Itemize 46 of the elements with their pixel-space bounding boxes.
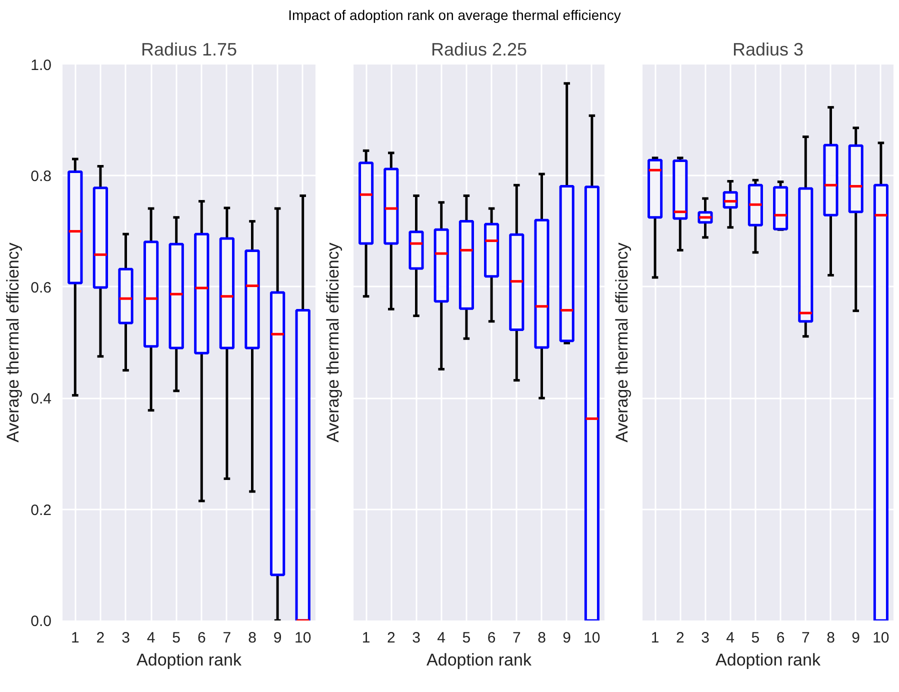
x-tick-label: 6 [776,630,785,646]
x-tick-label: 8 [826,630,835,646]
x-tick-label: 2 [386,630,396,646]
x-tick-label: 5 [751,630,760,646]
y-axis-title: Average thermal efficiency [612,242,632,442]
x-tick-label: 1 [650,630,660,646]
x-tick-label: 2 [676,630,684,646]
y-axis-title: Average thermal efficiency [4,242,23,442]
x-tick-label: 10 [584,630,600,646]
y-tick-label: 0.4 [30,390,52,408]
x-tick-label: 8 [538,630,546,646]
x-tick-label: 4 [146,630,156,646]
y-tick-label: 0.0 [30,613,52,630]
y-axis-title: Average thermal efficiency [324,242,342,442]
x-axis-title: Adoption rank [136,650,242,670]
x-tick-label: 3 [412,630,420,646]
y-tick-label: 1.0 [30,57,52,74]
y-tick-label: 0.6 [30,279,52,296]
x-tick-label: 2 [96,630,105,646]
x-axis-title: Adoption rank [716,650,821,670]
x-tick-label: 6 [487,630,496,646]
text: Impact of adoption rank on average thermal efficiency [288,6,621,25]
x-tick-label: 5 [462,630,471,646]
x-tick-label: 9 [273,630,282,646]
x-tick-label: 4 [726,630,735,646]
x-tick-label: 1 [362,630,370,646]
y-tick-label: 0.2 [30,502,52,519]
x-tick-label: 9 [562,630,572,646]
x-tick-label: 8 [248,630,256,646]
x-tick-label: 7 [512,630,521,646]
x-axis-title: Adoption rank [426,650,532,670]
x-tick-label: 4 [437,630,446,646]
x-tick-label: 10 [294,630,312,646]
y-tick-label: 0.8 [30,168,52,186]
x-tick-label: 10 [872,630,890,646]
chart-title: Radius 1.75 [140,40,238,60]
x-tick-label: 5 [172,630,181,646]
x-tick-label: 7 [801,630,810,646]
chart-title: Radius 2.25 [430,40,528,60]
x-tick-label: 3 [701,630,710,646]
chart-title: Radius 3 [732,40,804,60]
x-tick-label: 7 [222,630,232,646]
x-tick-label: 6 [197,630,206,646]
x-tick-label: 3 [122,630,130,646]
x-tick-label: 1 [70,630,80,646]
x-tick-label: 9 [852,630,860,646]
